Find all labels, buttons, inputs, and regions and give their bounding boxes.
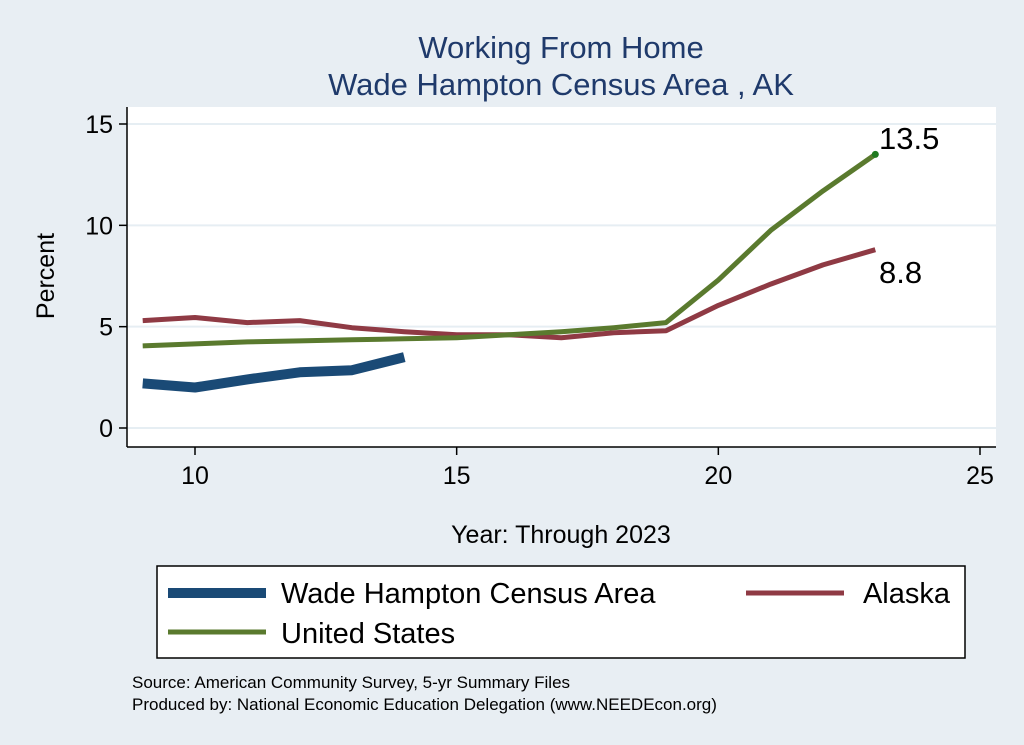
produced-by-note: Produced by: National Economic Education… [132, 695, 717, 714]
legend-box [156, 565, 966, 659]
y-tick-label-15: 15 [85, 111, 113, 139]
plot-area [127, 107, 996, 447]
legend: Wade Hampton Census Area Alaska United S… [156, 565, 966, 659]
end-label-alaska: 8.8 [879, 255, 922, 290]
axes: 0 5 10 15 10 15 20 25 [85, 107, 996, 490]
legend-label-united-states: United States [281, 618, 455, 650]
end-point-united-states [871, 150, 879, 158]
legend-label-wade-hampton: Wade Hampton Census Area [281, 578, 656, 610]
x-tick-label-10: 10 [181, 462, 209, 490]
x-tick-label-20: 20 [704, 462, 732, 490]
y-axis-title: Percent [32, 233, 60, 319]
source-note: Source: American Community Survey, 5-yr … [132, 673, 570, 692]
y-tick-label-10: 10 [85, 212, 113, 240]
chart-subtitle: Wade Hampton Census Area , AK [328, 67, 794, 102]
x-axis-title: Year: Through 2023 [451, 521, 671, 549]
series-lines [142, 150, 879, 393]
y-tick-label-5: 5 [99, 314, 113, 342]
end-label-united-states: 13.5 [879, 121, 939, 156]
legend-label-alaska: Alaska [863, 578, 951, 610]
series-line-wade-hampton [142, 352, 406, 393]
grid-lines [127, 123, 996, 429]
x-tick-label-15: 15 [443, 462, 471, 490]
series-line-united-states [142, 152, 877, 349]
chart-title: Working From Home [418, 30, 703, 65]
y-tick-label-0: 0 [99, 415, 113, 443]
x-tick-label-25: 25 [966, 462, 994, 490]
